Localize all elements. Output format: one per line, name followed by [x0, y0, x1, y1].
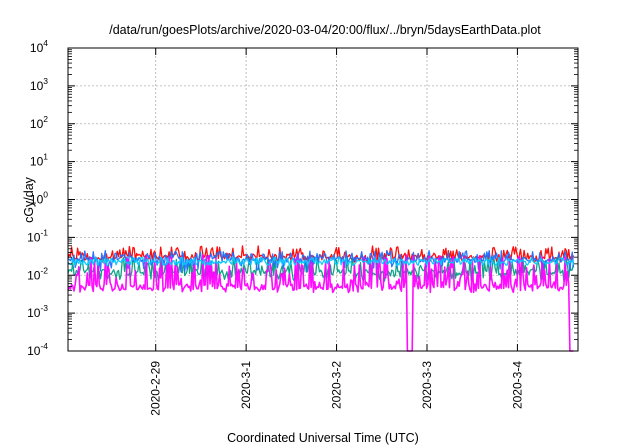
y-axis-label: cGy/day — [22, 176, 36, 223]
series-line-4 — [67, 254, 574, 352]
x-tick-label: 2020-3-1 — [239, 361, 253, 409]
y-tick-label: 10-1 — [27, 227, 48, 244]
x-tick-label: 2020-3-4 — [510, 361, 524, 409]
series-group — [67, 245, 575, 352]
x-tick-label: 2020-2-29 — [149, 361, 163, 416]
y-axis: 104 103 102 101 100 10-1 10-2 10-3 10-4 — [27, 38, 578, 358]
y-tick-label: 10-3 — [27, 303, 48, 320]
x-tick-label: 2020-3-3 — [420, 361, 434, 409]
y-tick-label: 104 — [30, 38, 48, 55]
chart-title: /data/run/goesPlots/archive/2020-03-04/2… — [109, 23, 541, 37]
grid — [68, 48, 578, 351]
y-tick-label: 102 — [30, 114, 48, 131]
series-line-3 — [67, 249, 575, 273]
y-tick-label: 100 — [30, 190, 48, 207]
x-tick-label: 2020-3-2 — [330, 361, 344, 409]
y-tick-label: 101 — [30, 152, 48, 169]
series-line-5 — [67, 256, 575, 267]
series-line-2 — [67, 256, 575, 282]
y-tick-label: 10-4 — [27, 341, 48, 358]
x-axis: 2020-2-29 2020-3-1 2020-3-2 2020-3-3 2020-3-… — [149, 48, 524, 416]
x-axis-label: Coordinated Universal Time (UTC) — [227, 431, 419, 445]
y-tick-label: 10-2 — [27, 265, 48, 282]
y-tick-label: 103 — [30, 76, 48, 93]
